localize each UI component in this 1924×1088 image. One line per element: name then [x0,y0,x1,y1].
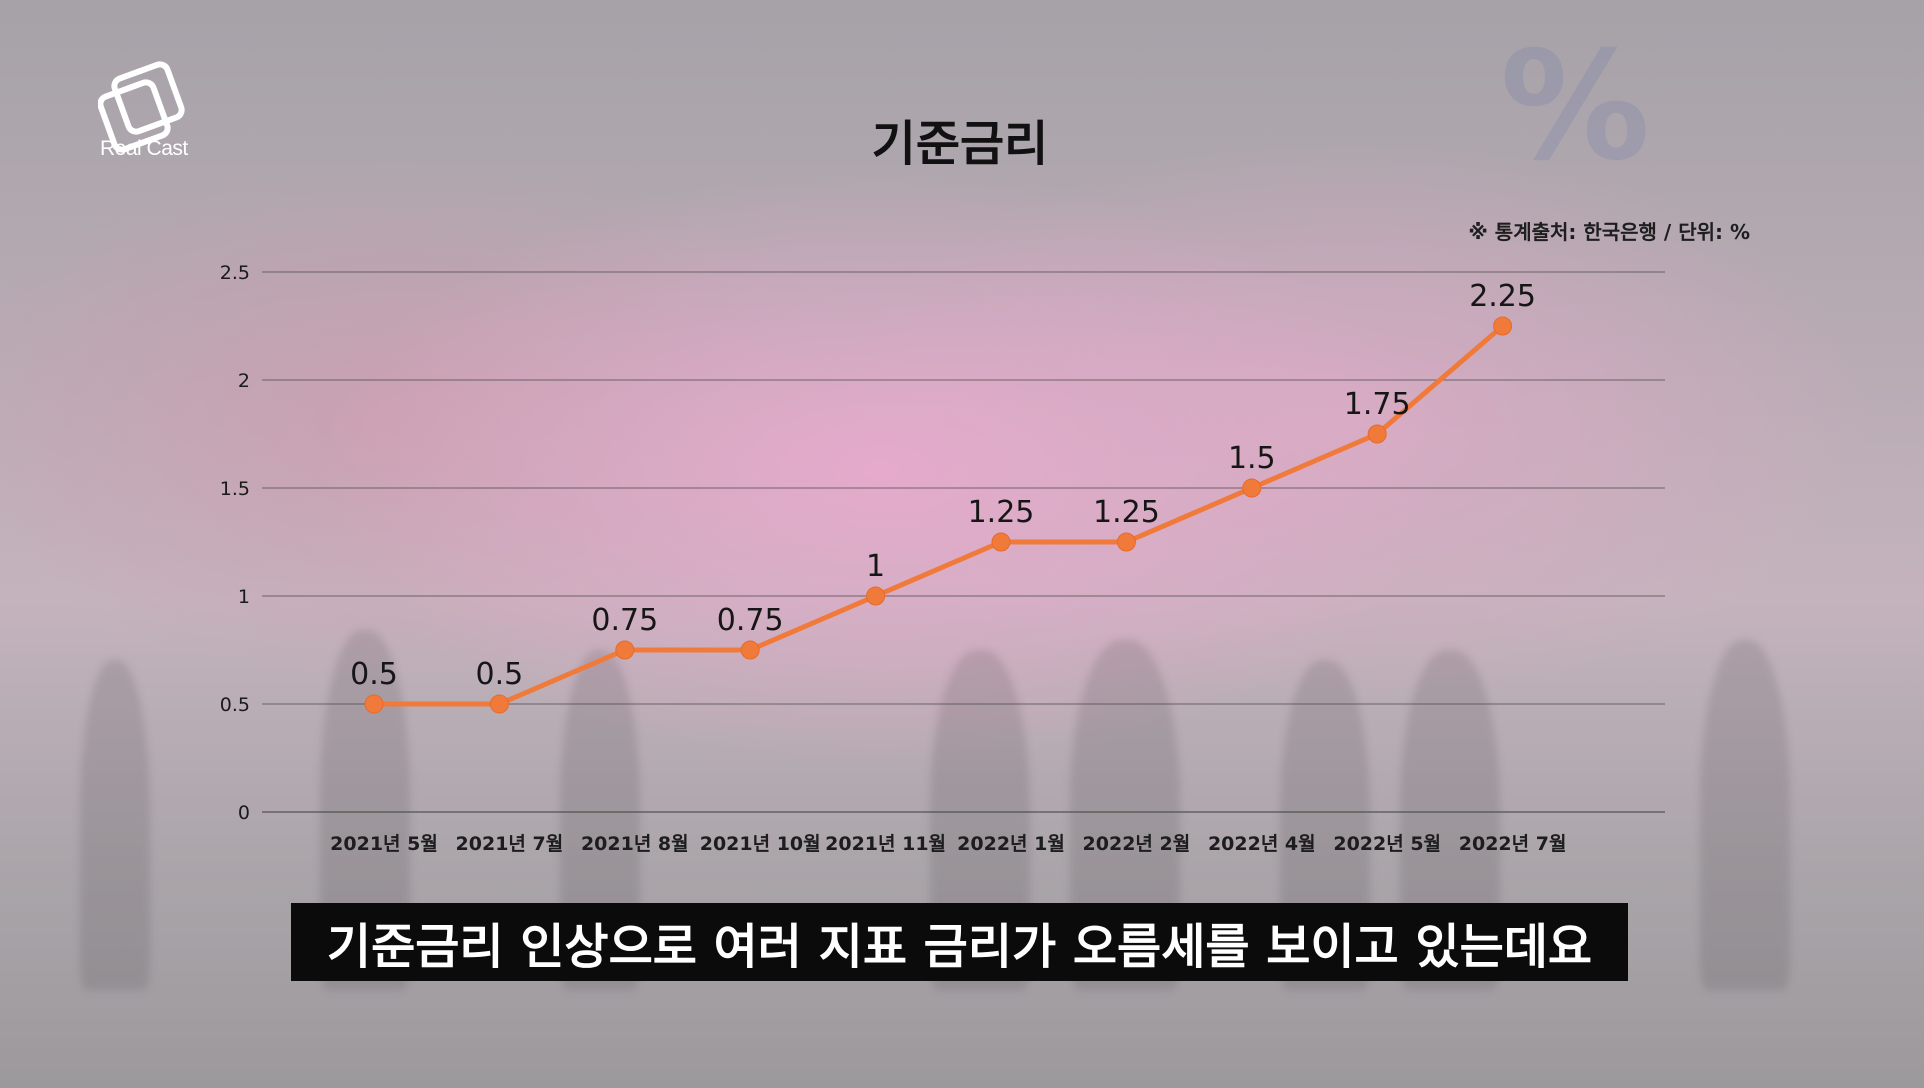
x-tick-label: 2022년 4월 [1208,833,1316,855]
data-label: 0.75 [717,603,784,638]
data-point [740,640,760,660]
data-point [1493,316,1513,336]
source-note: ※ 통계출처: 한국은행 / 단위: % [1468,220,1750,244]
background-figure [80,660,150,990]
data-point [1367,424,1387,444]
y-tick-label: 1.5 [220,478,250,500]
data-point [489,694,509,714]
logo-wordmark: Real Cast [100,137,188,160]
data-label: 1.25 [968,495,1035,530]
data-label: 0.5 [350,657,398,692]
data-label: 1.25 [1093,495,1160,530]
y-tick-label: 0.5 [220,694,250,716]
subtitle-box: 기준금리 인상으로 여러 지표 금리가 오름세를 보이고 있는데요 [291,903,1628,981]
chart-title: 기준금리 [871,116,1049,172]
x-tick-label: 2021년 5월 [330,833,438,855]
x-tick-label: 2022년 7월 [1459,833,1567,855]
y-tick-label: 0 [238,802,250,824]
background-percent-decoration: % [1500,20,1651,194]
subtitle-text: 기준금리 인상으로 여러 지표 금리가 오름세를 보이고 있는데요 [326,919,1593,975]
x-tick-label: 2021년 8월 [581,833,689,855]
x-tick-label: 2022년 1월 [957,833,1065,855]
realcast-logo [98,61,185,153]
data-point [364,694,384,714]
data-point [615,640,635,660]
data-label: 1.75 [1344,387,1411,422]
data-point [866,586,886,606]
x-tick-label: 2021년 7월 [456,833,564,855]
data-label: 1.5 [1228,441,1276,476]
y-tick-label: 2.5 [220,262,250,284]
data-point [991,532,1011,552]
data-point [1116,532,1136,552]
x-tick-label: 2021년 10월 [700,833,821,855]
data-label: 2.25 [1469,279,1536,314]
y-tick-label: 2 [238,370,250,392]
x-tick-label: 2021년 11월 [825,833,946,855]
data-label: 0.5 [476,657,524,692]
background-figure [1700,640,1790,990]
data-label: 0.75 [591,603,658,638]
x-tick-label: 2022년 2월 [1083,833,1191,855]
series-line [371,323,1506,707]
data-point [1242,478,1262,498]
y-tick-label: 1 [238,586,250,608]
x-tick-label: 2022년 5월 [1333,833,1441,855]
data-label: 1 [866,549,885,584]
